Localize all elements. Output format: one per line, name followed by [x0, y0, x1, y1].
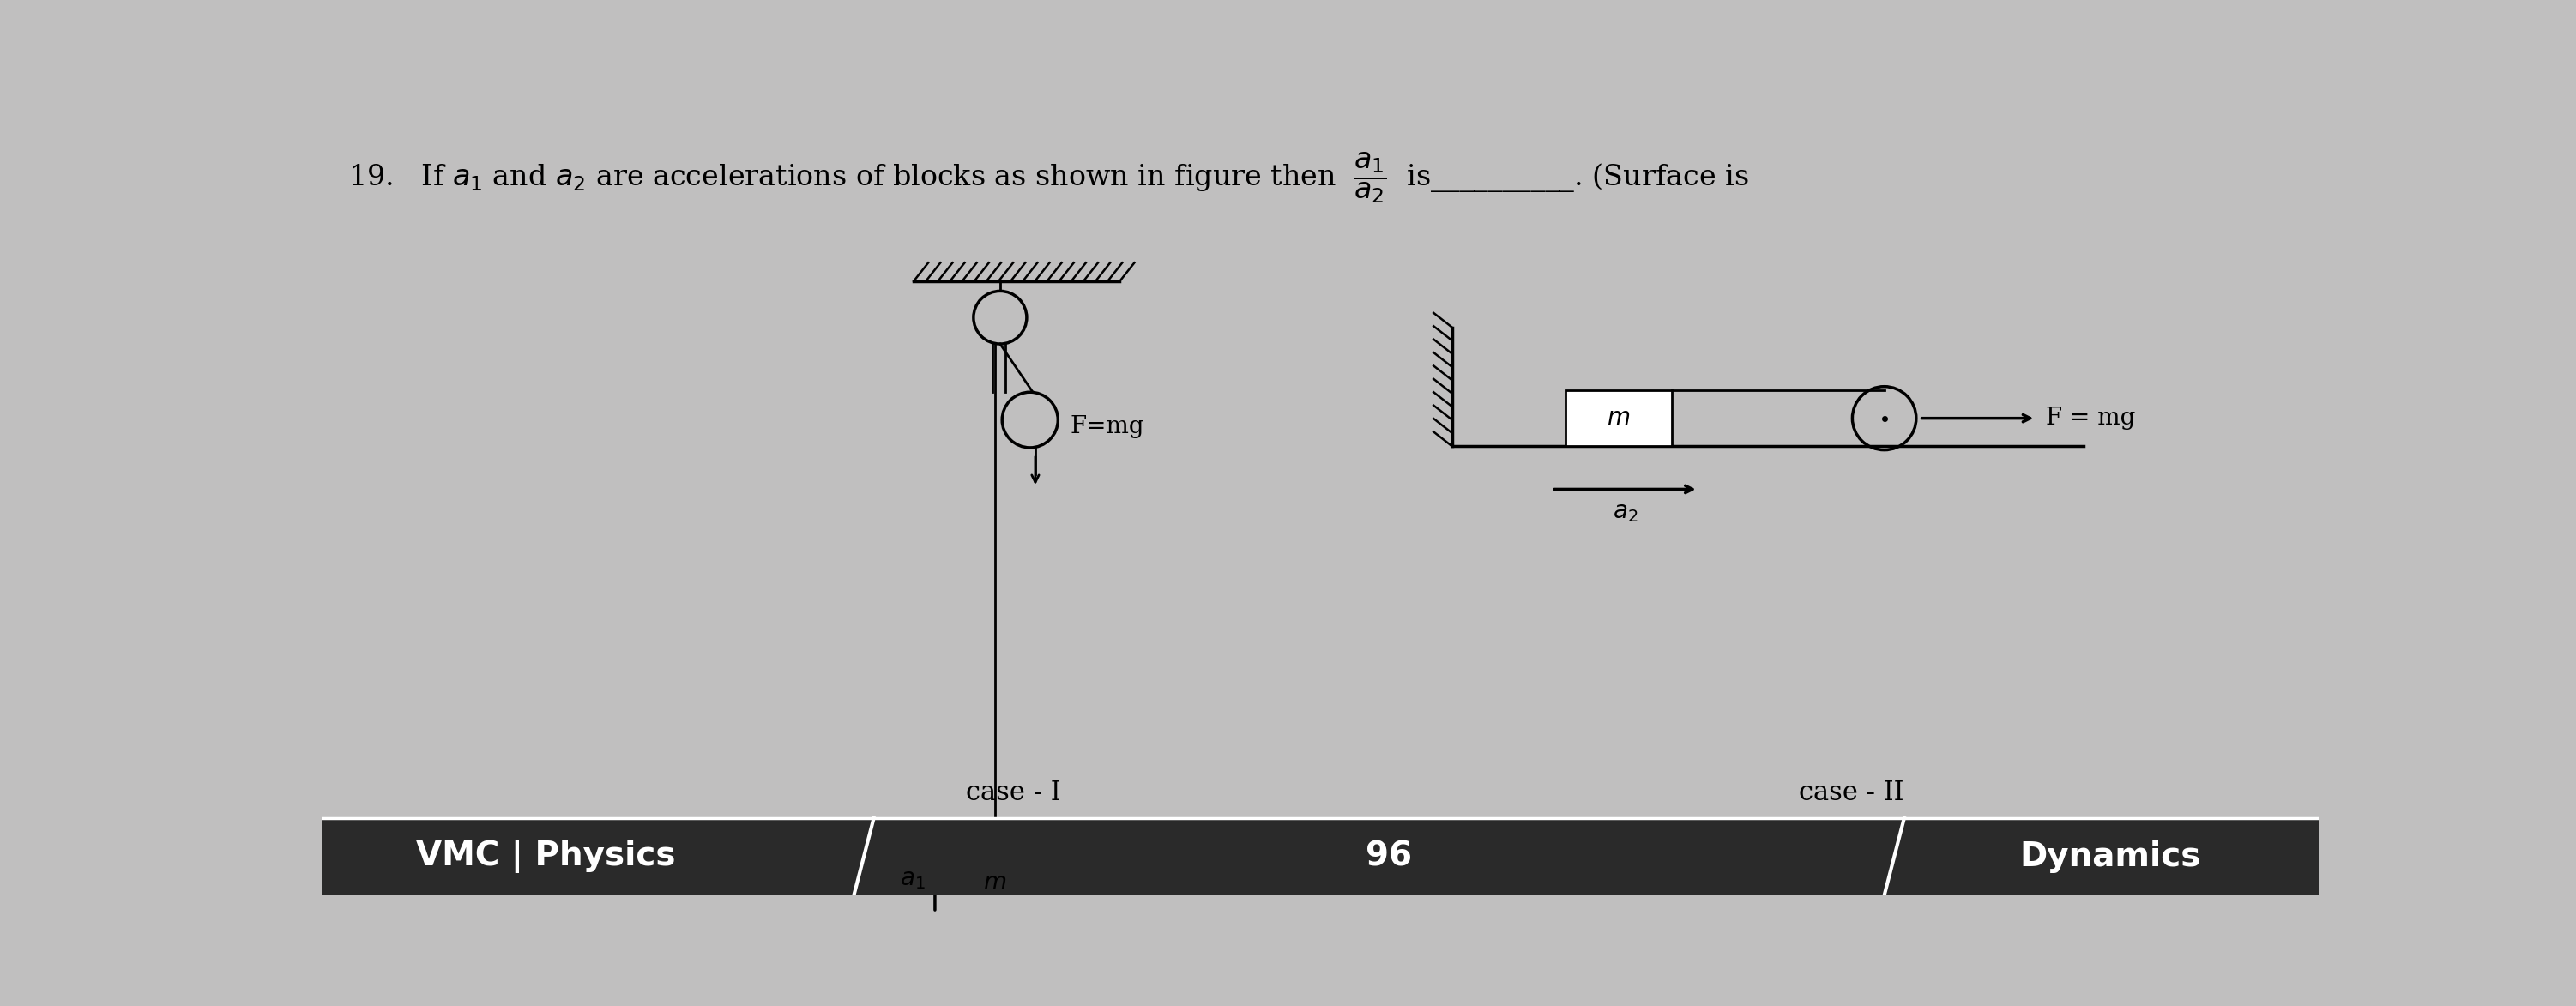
Text: F = mg: F = mg [2045, 406, 2136, 430]
Text: F=mg: F=mg [1069, 414, 1144, 438]
Bar [1566, 390, 1672, 447]
Text: case - I: case - I [966, 780, 1061, 806]
Text: $a_1$: $a_1$ [899, 868, 925, 891]
Text: $m$: $m$ [984, 871, 1007, 894]
Text: VMC | Physics: VMC | Physics [415, 840, 675, 873]
Text: 19.   If $a_1$ and $a_2$ are accelerations of blocks as shown in figure then  $\: 19. If $a_1$ and $a_2$ are accelerations… [348, 151, 1749, 205]
Text: $a_2$: $a_2$ [1613, 501, 1638, 524]
Bar [961, 863, 1028, 902]
Text: Dynamics: Dynamics [2020, 840, 2200, 873]
Text: 96: 96 [1365, 840, 1412, 873]
Text: $m$: $m$ [1607, 406, 1631, 430]
Text: case - II: case - II [1798, 780, 1904, 806]
Bar [322, 818, 2318, 895]
